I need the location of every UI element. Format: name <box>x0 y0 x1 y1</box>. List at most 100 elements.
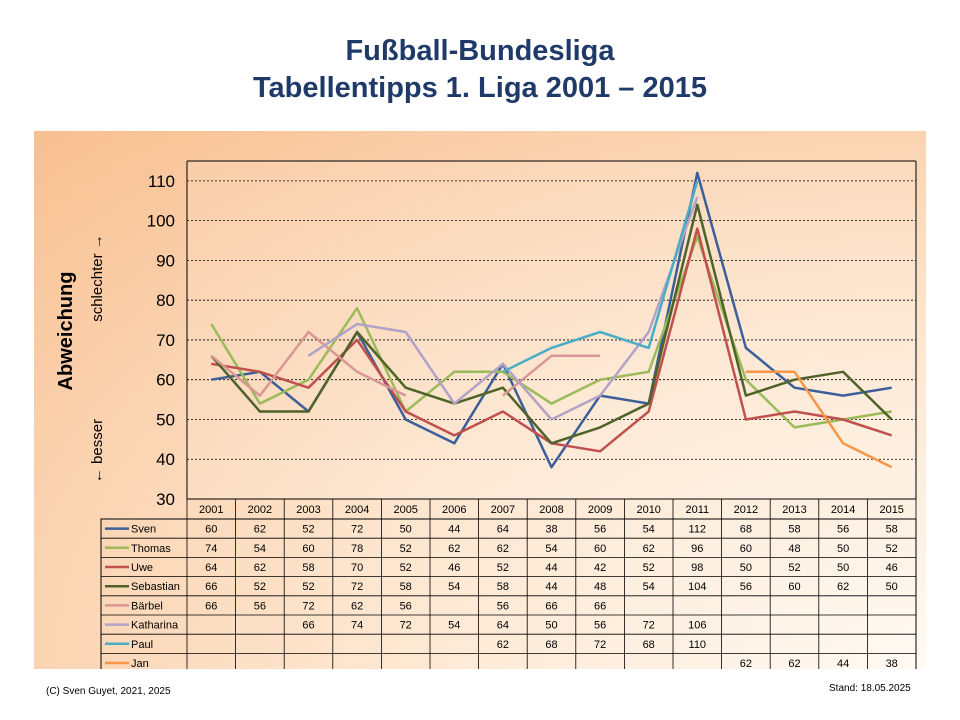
y-tick-label-60: 60 <box>156 371 175 390</box>
table-cell-thomas-2015: 52 <box>886 543 898 555</box>
table-header-2008: 2008 <box>539 504 563 516</box>
status-date-footer: Stand: 18.05.2025 <box>829 683 911 694</box>
y-tick-label-70: 70 <box>156 331 175 350</box>
table-cell-katharina-2004: 74 <box>351 620 363 632</box>
table-cell-uwe-2014: 50 <box>837 562 849 574</box>
table-cell-sven-2010: 54 <box>643 524 655 536</box>
table-header-2013: 2013 <box>782 504 806 516</box>
table-cell-thomas-2013: 48 <box>788 543 800 555</box>
series-line-katharina <box>307 196 699 421</box>
title-line-1: Fußball-Bundesliga <box>345 35 615 67</box>
table-cell-sebastian-2006: 54 <box>448 581 460 593</box>
table-cell-uwe-2006: 46 <box>448 562 460 574</box>
table-cell-sebastian-2007: 58 <box>497 581 509 593</box>
legend-label-uwe: Uwe <box>131 562 153 574</box>
table-cell-sebastian-2012: 56 <box>740 581 752 593</box>
legend-label-paul: Paul <box>131 639 153 651</box>
table-cell-katharina-2008: 50 <box>545 620 557 632</box>
table-cell-sven-2003: 52 <box>302 524 314 536</box>
table-cell-sebastian-2015: 50 <box>886 581 898 593</box>
table-header-2007: 2007 <box>491 504 515 516</box>
table-cell-thomas-2004: 78 <box>351 543 363 555</box>
table-cell-uwe-2015: 46 <box>886 562 898 574</box>
table-cell-katharina-2005: 72 <box>400 620 412 632</box>
table-cell-sven-2008: 38 <box>545 524 557 536</box>
legend-label-sven: Sven <box>131 524 156 536</box>
table-cell-sven-2014: 56 <box>837 524 849 536</box>
table-cell-thomas-2010: 62 <box>643 543 655 555</box>
table-header-2012: 2012 <box>734 504 758 516</box>
table-cell-sebastian-2002: 52 <box>254 581 266 593</box>
table-cell-thomas-2003: 60 <box>302 543 314 555</box>
table-cell-uwe-2004: 70 <box>351 562 363 574</box>
table-cell-paul-2009: 72 <box>594 639 606 651</box>
table-cell-baerbel-2005: 56 <box>400 600 412 612</box>
table-cell-uwe-2012: 50 <box>740 562 752 574</box>
legend-label-jan: Jan <box>131 658 149 669</box>
series-line-sebastian <box>210 203 893 445</box>
table-cell-katharina-2007: 64 <box>497 620 509 632</box>
table-cell-uwe-2002: 62 <box>254 562 266 574</box>
table-cell-baerbel-2004: 62 <box>351 600 363 612</box>
table-cell-sven-2012: 68 <box>740 524 752 536</box>
table-cell-sebastian-2001: 66 <box>205 581 217 593</box>
chart-panel: 30 40 50 60 70 80 90 100 110 Abweichung ← besser sc… <box>34 131 926 669</box>
table-cell-katharina-2009: 56 <box>594 620 606 632</box>
table-cell-sven-2009: 56 <box>594 524 606 536</box>
table-cell-thomas-2002: 54 <box>254 543 266 555</box>
table-cell-sven-2005: 50 <box>400 524 412 536</box>
table-cell-sebastian-2014: 62 <box>837 581 849 593</box>
y-tick-label-50: 50 <box>156 410 175 429</box>
table-cell-paul-2008: 68 <box>545 639 557 651</box>
table-cell-sven-2004: 72 <box>351 524 363 536</box>
table-cell-katharina-2010: 72 <box>643 620 655 632</box>
table-cell-sven-2015: 58 <box>886 524 898 536</box>
table-cell-sven-2011: 112 <box>689 524 707 536</box>
table-cell-baerbel-2008: 66 <box>545 600 557 612</box>
table-cell-uwe-2010: 52 <box>643 562 655 574</box>
table-cell-uwe-2009: 42 <box>594 562 606 574</box>
table-cell-uwe-2003: 58 <box>302 562 314 574</box>
table-cell-sven-2002: 62 <box>254 524 266 536</box>
legend-label-katharina: Katharina <box>131 620 179 632</box>
table-cell-jan-2015: 38 <box>886 658 898 669</box>
table-header-2009: 2009 <box>588 504 612 516</box>
table-cell-sebastian-2013: 60 <box>788 581 800 593</box>
table-cell-sven-2007: 64 <box>497 524 509 536</box>
table-cell-thomas-2001: 74 <box>205 543 217 555</box>
table-cell-katharina-2003: 66 <box>302 620 314 632</box>
table-cell-sven-2006: 44 <box>448 524 460 536</box>
table-cell-jan-2012: 62 <box>740 658 752 669</box>
table-cell-uwe-2001: 64 <box>205 562 217 574</box>
table-cell-sebastian-2009: 48 <box>594 581 606 593</box>
table-cell-thomas-2012: 60 <box>740 543 752 555</box>
y-axis-label-better: ← besser <box>89 419 106 483</box>
y-axis-title: Abweichung <box>55 272 77 391</box>
series-line-jan <box>745 370 893 469</box>
table-cell-katharina-2006: 54 <box>448 620 460 632</box>
legend-label-thomas: Thomas <box>131 543 171 555</box>
table-cell-sebastian-2003: 52 <box>302 581 314 593</box>
table-cell-sebastian-2004: 72 <box>351 581 363 593</box>
table-header-2005: 2005 <box>393 504 417 516</box>
y-tick-label-40: 40 <box>156 450 175 469</box>
series-line-thomas <box>210 235 892 429</box>
table-cell-thomas-2007: 62 <box>497 543 509 555</box>
table-cell-sebastian-2011: 104 <box>688 581 706 593</box>
table-cell-uwe-2013: 52 <box>788 562 800 574</box>
table-cell-paul-2011: 110 <box>689 639 707 651</box>
table-cell-baerbel-2003: 72 <box>302 600 314 612</box>
table-cell-sebastian-2008: 44 <box>545 581 557 593</box>
legend-label-sebastian: Sebastian <box>131 581 180 593</box>
table-cell-paul-2007: 62 <box>497 639 509 651</box>
table-cell-baerbel-2001: 66 <box>205 600 217 612</box>
table-cell-uwe-2011: 98 <box>691 562 703 574</box>
y-tick-label-100: 100 <box>147 212 175 231</box>
table-cell-thomas-2009: 60 <box>594 543 606 555</box>
table-header-2014: 2014 <box>831 504 855 516</box>
legend-label-baerbel: Bärbel <box>131 600 163 612</box>
table-cell-baerbel-2009: 66 <box>594 600 606 612</box>
table-header-2010: 2010 <box>636 504 660 516</box>
table-header-2006: 2006 <box>442 504 466 516</box>
copyright-footer: (C) Sven Guyet, 2021, 2025 <box>46 686 171 697</box>
